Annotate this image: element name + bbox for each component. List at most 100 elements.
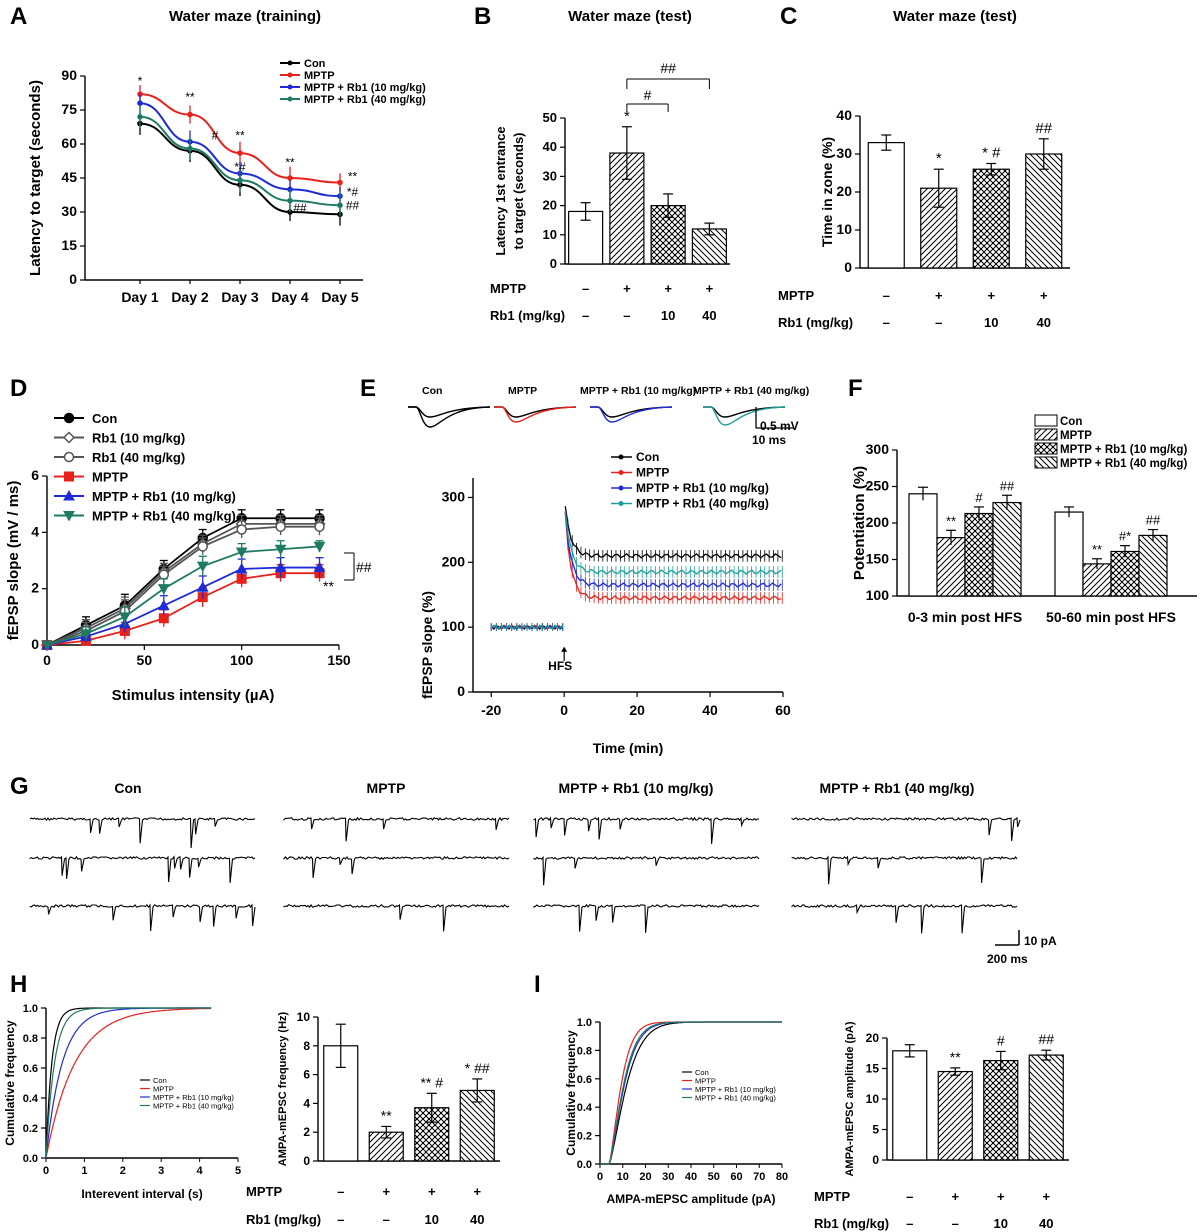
rb1-value: 40 bbox=[702, 308, 716, 323]
significance-mark: ## bbox=[1000, 478, 1015, 493]
rb1-value: – bbox=[337, 1212, 344, 1227]
y-tick-label: 0 bbox=[31, 636, 39, 652]
rb1-value: – bbox=[935, 315, 942, 330]
x-tick-label: 80 bbox=[776, 1171, 788, 1183]
data-point bbox=[41, 640, 53, 652]
data-point bbox=[63, 489, 75, 501]
legend-label: Rb1 (10 mg/kg) bbox=[92, 431, 185, 446]
mptp-value: + bbox=[935, 288, 943, 303]
data-point bbox=[197, 541, 208, 552]
group-label: MPTP + Rb1 (40 mg/kg) bbox=[820, 780, 975, 796]
bar bbox=[867, 142, 905, 269]
y-tick-label: 8 bbox=[303, 1039, 310, 1053]
y-tick-label: 20 bbox=[543, 198, 557, 213]
x-tick-label: 0 bbox=[43, 652, 51, 668]
data-point bbox=[62, 431, 76, 444]
mptp-value: + bbox=[997, 1189, 1005, 1204]
mepsc-trace bbox=[29, 855, 256, 883]
mepsc-trace bbox=[283, 816, 510, 842]
rb1-value: – bbox=[952, 1216, 959, 1231]
panel-letter: F bbox=[848, 375, 863, 402]
significance-mark: # bbox=[212, 128, 219, 142]
x-tick-label: 150 bbox=[327, 652, 351, 668]
legend-marker bbox=[618, 454, 624, 460]
y-tick-label: 2 bbox=[31, 580, 39, 596]
y-tick-label: 20 bbox=[836, 183, 852, 199]
legend-label: MPTP + Rb1 (40 mg/kg) bbox=[695, 1094, 776, 1103]
mepsc-trace bbox=[791, 816, 1021, 841]
cdf-line bbox=[45, 1007, 212, 1159]
x-tick-label: 0 bbox=[597, 1171, 603, 1183]
rb1-value: 10 bbox=[984, 315, 998, 330]
axes: 0 2 4 6 8 10 AMPA-mEPSC frequency (Hz) – – ** + – **… bbox=[246, 1010, 500, 1227]
mepsc-trace bbox=[533, 855, 760, 886]
row-label-rb1: Rb1 (mg/kg) bbox=[490, 308, 565, 323]
rb1-value: – bbox=[906, 1216, 913, 1231]
y-axis-label: Cumulative frequency bbox=[3, 1020, 17, 1146]
rb1-value: – bbox=[383, 1212, 390, 1227]
cdf-line bbox=[45, 1007, 212, 1159]
significance-mark: ## bbox=[1035, 120, 1052, 137]
legend-marker bbox=[618, 501, 624, 506]
x-tick-label: -20 bbox=[481, 702, 501, 718]
legend-label: Con bbox=[153, 1076, 167, 1085]
mepsc-trace bbox=[791, 903, 1018, 934]
significance-mark: ** bbox=[950, 1049, 961, 1065]
legend-swatch bbox=[1034, 442, 1058, 455]
axes: 0 100 200 300 fEPSP slope (%) -20 0 20 40 60 Time … bbox=[408, 385, 809, 756]
y-tick-label: 0 bbox=[303, 1154, 310, 1168]
y-axis-label: fEPSP slope (mV / ms) bbox=[5, 481, 22, 641]
bar bbox=[908, 493, 938, 597]
data-point bbox=[337, 179, 343, 186]
x-tick-label: 70 bbox=[753, 1171, 765, 1183]
y-tick-label: 5 bbox=[872, 1123, 879, 1137]
epsp-trace bbox=[408, 406, 491, 428]
significance-mark: ## bbox=[1038, 1031, 1054, 1047]
series-line bbox=[46, 572, 320, 646]
legend-label: Con bbox=[304, 58, 326, 70]
series-line bbox=[46, 566, 320, 646]
bar bbox=[1028, 1054, 1064, 1161]
panel-letter: G bbox=[10, 773, 29, 800]
significance-mark: * bbox=[936, 150, 942, 167]
axes: 0 2 4 6 fEPSP slope (mV / ms) 0 50 100 150 Stimul… bbox=[5, 467, 372, 704]
x-tick-label: 40 bbox=[685, 1171, 697, 1183]
rb1-value: 10 bbox=[425, 1212, 439, 1227]
epsp-trace bbox=[494, 406, 577, 423]
y-tick-label: 15 bbox=[866, 1062, 880, 1076]
mepsc-trace bbox=[29, 903, 256, 932]
x-tick-label: 0 bbox=[560, 702, 568, 718]
y-tick-label: 0 bbox=[550, 256, 557, 271]
panel-letter: E bbox=[360, 375, 376, 402]
y-tick-label: 0.8 bbox=[23, 1033, 38, 1045]
bar bbox=[972, 168, 1010, 269]
mepsc-trace bbox=[533, 816, 760, 844]
trace-label: MPTP + Rb1 (40 mg/kg) bbox=[693, 385, 809, 397]
data-point bbox=[80, 629, 92, 640]
scale-bar-label: 0.5 mV bbox=[760, 419, 799, 433]
mptp-value: + bbox=[951, 1189, 959, 1204]
data-point bbox=[64, 471, 74, 482]
y-tick-label: 300 bbox=[866, 441, 890, 457]
rb1-value: 10 bbox=[994, 1216, 1008, 1231]
rb1-value: 40 bbox=[1037, 315, 1051, 330]
x-tick-label: 50 bbox=[708, 1171, 720, 1183]
series-line bbox=[139, 102, 341, 198]
mptp-value: + bbox=[1040, 288, 1048, 303]
y-tick-label: 30 bbox=[836, 145, 852, 161]
y-axis-label: AMPA-mEPSC frequency (Hz) bbox=[277, 1011, 289, 1166]
bar bbox=[936, 536, 966, 597]
y-tick-label: 20 bbox=[866, 1031, 880, 1045]
legend-marker bbox=[618, 485, 624, 491]
mepsc-trace bbox=[29, 816, 256, 849]
bar bbox=[1054, 511, 1084, 597]
rb1-value: 40 bbox=[1039, 1216, 1053, 1231]
y-tick-label: 0.8 bbox=[577, 1045, 592, 1057]
data-point bbox=[237, 177, 243, 184]
y-axis-label: Latency 1st entrance bbox=[493, 126, 508, 255]
x-axis-label: AMPA-mEPSC amplitude (pA) bbox=[606, 1192, 775, 1206]
significance-mark: * ## bbox=[465, 1060, 490, 1076]
